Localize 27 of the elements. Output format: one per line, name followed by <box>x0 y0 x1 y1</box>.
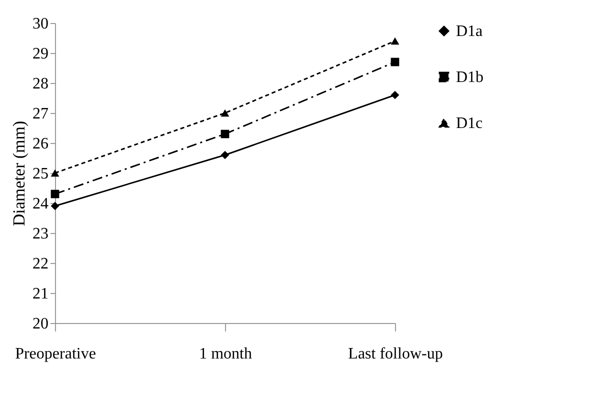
x-tick-label: 1 month <box>199 346 252 362</box>
legend-label: D1c <box>456 115 483 132</box>
y-axis-title: Diameter (mm) <box>10 120 28 226</box>
point <box>50 202 60 210</box>
y-tick-label: 29 <box>32 46 48 62</box>
point <box>50 169 60 177</box>
point <box>390 90 400 100</box>
y-tick-label: 23 <box>32 226 48 242</box>
y-tick-label: 20 <box>32 316 48 332</box>
y-tick-label: 27 <box>32 106 48 122</box>
y-tick-label: 25 <box>32 166 48 182</box>
legend-label: D1b <box>456 69 484 86</box>
y-tick-label: 21 <box>32 286 48 302</box>
point <box>390 58 400 66</box>
y-tick-label: 26 <box>32 136 48 152</box>
y-tick-label: 28 <box>32 76 48 92</box>
point <box>220 109 230 117</box>
y-tick-label: 24 <box>32 196 48 212</box>
x-tick-label: Preoperative <box>15 346 96 362</box>
legend-label: D1a <box>456 23 483 40</box>
x-tick-label: Last follow-up <box>348 346 443 362</box>
point <box>50 190 60 198</box>
y-tick-label: 22 <box>32 256 48 272</box>
point <box>390 37 400 45</box>
point <box>220 130 230 138</box>
y-tick-label: 30 <box>32 16 48 32</box>
point <box>220 150 230 160</box>
